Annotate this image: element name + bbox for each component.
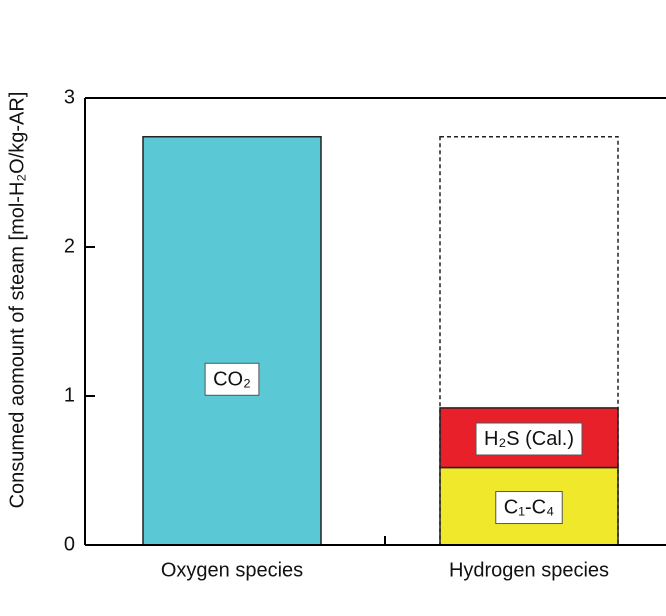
bar-label-box xyxy=(495,491,563,525)
x-tick-label: Hydrogen species xyxy=(449,559,609,581)
y-tick-label: 0 xyxy=(64,533,75,555)
bar-label: H₂S (Cal.) xyxy=(484,428,574,450)
bar-label-box xyxy=(204,362,260,396)
y-tick-label: 2 xyxy=(64,235,75,257)
x-tick-label: Oxygen species xyxy=(161,559,303,581)
y-tick-label: 3 xyxy=(64,86,75,108)
bar-label: C₁-C₄ xyxy=(504,497,554,519)
y-tick-label: 1 xyxy=(64,384,75,406)
bar-segment xyxy=(142,135,322,546)
bar-label: CO₂ xyxy=(213,368,251,390)
bar-label-box xyxy=(475,422,583,456)
y-axis-label: Consumed aomount of steam [mol-H₂O/kg-AR… xyxy=(6,92,28,509)
